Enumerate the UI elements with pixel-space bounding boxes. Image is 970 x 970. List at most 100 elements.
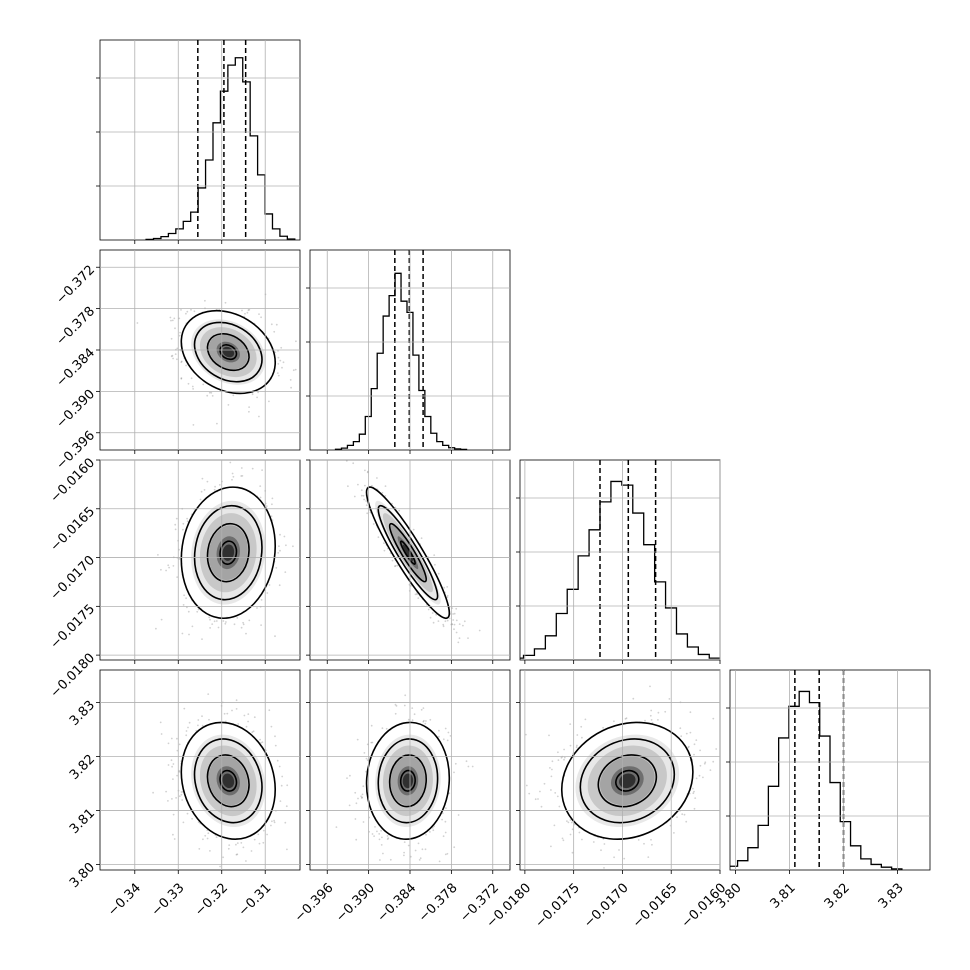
scatter-point: [374, 826, 376, 828]
scatter-point: [455, 631, 458, 634]
scatter-point: [170, 737, 173, 740]
scatter-point: [277, 363, 280, 365]
scatter-point: [354, 818, 357, 820]
scatter-point: [178, 771, 181, 773]
scatter-point: [453, 771, 455, 774]
scatter-point: [209, 850, 211, 852]
scatter-point: [361, 793, 364, 796]
grid: [520, 460, 721, 660]
scatter-panel: [96, 669, 301, 884]
scatter-point: [227, 847, 230, 850]
scatter-point: [692, 792, 695, 795]
scatter-point: [280, 346, 283, 349]
scatter-point: [685, 820, 688, 823]
scatter-point: [274, 351, 277, 354]
scatter-point: [176, 347, 179, 350]
scatter-point: [378, 833, 381, 835]
scatter-point: [258, 313, 260, 315]
scatter-point: [176, 749, 179, 752]
scatter-point: [191, 385, 194, 388]
scatter-point: [366, 471, 369, 474]
scatter-point: [692, 787, 694, 790]
scatter-point: [256, 396, 258, 399]
scatter-point: [429, 718, 432, 721]
scatter-point: [240, 475, 243, 477]
scatter-point: [394, 565, 396, 568]
scatter-point: [361, 796, 364, 799]
density-level: [222, 346, 235, 358]
histogram: [520, 460, 720, 660]
scatter-point: [250, 882, 252, 884]
scatter-point: [226, 712, 229, 715]
panel-frame: [99, 39, 301, 241]
scatter-point: [352, 462, 355, 465]
scatter-point: [186, 517, 189, 520]
scatter-point: [190, 308, 192, 311]
scatter-point: [167, 764, 170, 766]
scatter-point: [174, 327, 176, 330]
contour-line: [219, 344, 238, 361]
scatter-point: [417, 842, 420, 845]
scatter-point: [273, 819, 275, 822]
scatter-point: [237, 723, 240, 725]
histogram-panel: [96, 39, 301, 244]
scatter-point: [444, 831, 447, 834]
scatter-point: [171, 798, 173, 800]
scatter-point: [268, 400, 270, 403]
scatter-point: [248, 619, 251, 622]
scatter-point: [600, 849, 602, 852]
scatter-point: [410, 585, 412, 587]
scatter-point: [236, 853, 239, 856]
scatter-point: [433, 554, 436, 556]
scatter-point: [386, 835, 389, 837]
scatter-point: [274, 744, 277, 747]
scatter-point: [457, 814, 460, 816]
scatter-point: [446, 596, 449, 599]
scatter-point: [283, 535, 286, 538]
scatter-point: [284, 571, 287, 573]
grid: [100, 250, 300, 450]
scatter-point: [186, 520, 189, 523]
scatter-point: [360, 494, 363, 497]
scatter-point: [680, 735, 683, 738]
scatter-point: [453, 846, 456, 849]
scatter-point: [292, 545, 294, 548]
scatter-point: [211, 623, 214, 625]
scatter-point: [160, 618, 163, 621]
scatter-point: [563, 756, 566, 759]
density: [525, 685, 720, 869]
scatter-point: [403, 704, 406, 707]
scatter-point: [210, 391, 213, 394]
scatter-point: [253, 838, 256, 841]
scatter-point: [172, 833, 174, 836]
density: [335, 694, 474, 863]
scatter-point: [172, 357, 175, 360]
scatter-point: [271, 497, 274, 500]
scatter-point: [257, 391, 259, 394]
scatter-point: [185, 734, 188, 737]
scatter-point: [278, 584, 281, 587]
scatter-point: [257, 833, 260, 836]
scatter-point: [197, 724, 199, 727]
scatter-point: [273, 821, 276, 824]
scatter-point: [152, 791, 155, 794]
scatter-point: [363, 498, 365, 501]
scatter-point: [528, 792, 531, 795]
scatter-point: [446, 852, 449, 855]
scatter-point: [180, 793, 183, 796]
scatter-point: [266, 592, 269, 594]
scatter-point: [251, 393, 254, 396]
scatter-point: [557, 759, 560, 761]
scatter-point: [180, 360, 183, 363]
scatter-point: [356, 738, 359, 741]
scatter-point: [215, 620, 218, 622]
scatter-point: [183, 707, 186, 710]
scatter-point: [187, 610, 190, 613]
scatter-point: [270, 323, 273, 326]
scatter-point: [247, 720, 250, 723]
scatter-point: [693, 790, 695, 793]
scatter-point: [371, 741, 374, 744]
scatter-point: [420, 537, 423, 540]
scatter-point: [247, 309, 250, 312]
scatter-point: [385, 727, 388, 730]
